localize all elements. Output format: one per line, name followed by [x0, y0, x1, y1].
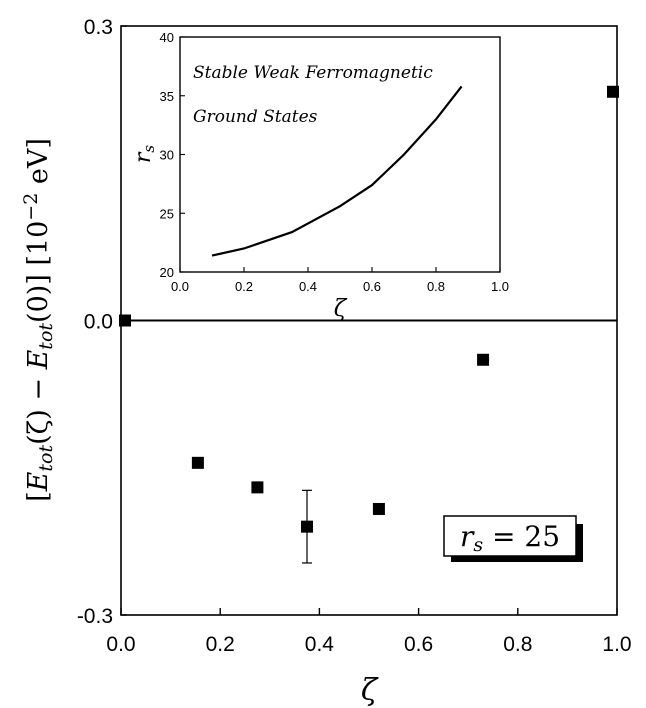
inset-y-tick-label: 30: [160, 148, 174, 163]
inset-y-tick-label: 25: [160, 206, 174, 221]
main-data-point: [372, 502, 385, 515]
inset-y-tick-label: 35: [160, 89, 174, 104]
inset-curve: [211, 85, 463, 257]
inset-x-tick-label: 0.8: [427, 279, 445, 294]
rs-annotation-box: rs = 25: [443, 515, 583, 562]
inset-plot-frame: [179, 36, 501, 273]
inset-x-tick-label: 0.2: [235, 279, 253, 294]
main-y-tick-label: -0.3: [77, 605, 113, 628]
inset-x-tick-label: 0.0: [171, 279, 189, 294]
inset-x-tick-label: 0.6: [363, 279, 381, 294]
main-y-tick-label: 0.0: [84, 311, 113, 334]
main-data-point: [119, 314, 131, 327]
main-x-tick-label: 0.0: [106, 633, 135, 656]
main-data-point: [251, 481, 264, 494]
main-data-point: [477, 353, 490, 366]
rs-annotation-text: rs = 25: [460, 520, 560, 556]
main-x-tick-label: 0.6: [404, 633, 433, 656]
inset-x-tick-label: 0.4: [299, 279, 317, 294]
main-x-axis-label: ζ: [361, 673, 379, 708]
inset-annotation-line-2: Ground States: [193, 107, 318, 127]
main-x-tick-label: 0.2: [206, 633, 235, 656]
main-data-point: [191, 456, 204, 469]
main-y-axis-label: [Etot(ζ) − Etot(0)] [10−2 eV]: [20, 138, 57, 502]
main-y-tick-label: 0.3: [84, 16, 113, 39]
main-x-tick-label: 1.0: [602, 633, 631, 656]
inset-y-axis-label: rs: [131, 145, 158, 164]
main-data-point: [607, 85, 619, 98]
inset-annotation-line-1: Stable Weak Ferromagnetic: [193, 63, 433, 83]
inset-y-tick-label: 40: [160, 30, 174, 45]
inset-y-tick-label: 20: [160, 265, 174, 280]
main-x-tick-label: 0.8: [503, 633, 532, 656]
inset-x-tick-label: 1.0: [491, 279, 509, 294]
main-data-point: [301, 520, 313, 533]
main-x-tick-label: 0.4: [305, 633, 335, 656]
inset-x-axis-label: ζ: [334, 296, 348, 322]
